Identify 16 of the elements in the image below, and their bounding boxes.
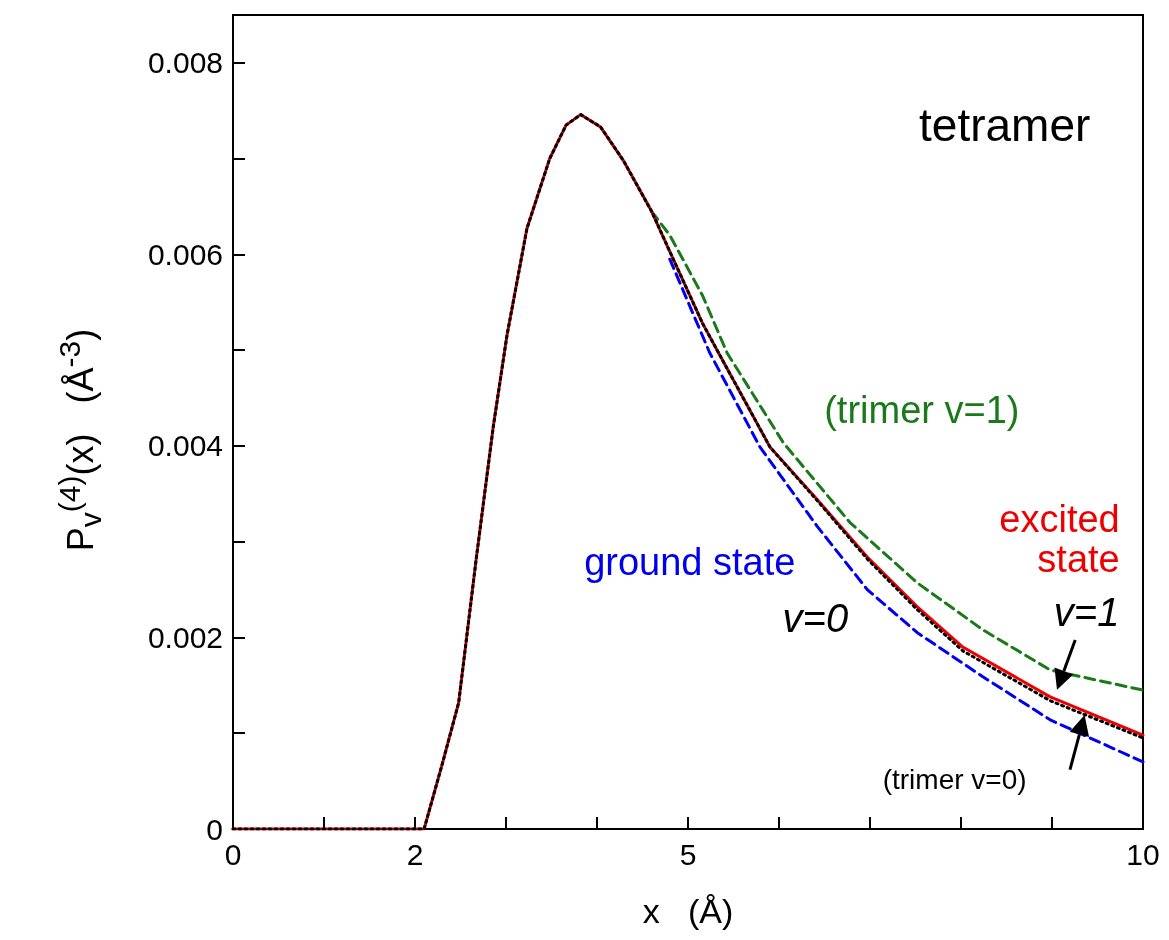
series-label: ground state xyxy=(584,540,796,583)
y-tick-label: 0.006 xyxy=(147,237,223,271)
y-tick-label: 0.002 xyxy=(147,620,223,654)
annotation: v=0 xyxy=(782,596,849,641)
x-tick-label: 2 xyxy=(406,837,424,871)
x-axis-title: x (Å) xyxy=(642,892,734,931)
series-label: (trimer v=1) xyxy=(824,389,1020,432)
series-label: excited state xyxy=(998,497,1120,580)
annotation: v=1 xyxy=(1053,589,1120,634)
text: tetramer xyxy=(919,98,1091,151)
y-tick-label: 0 xyxy=(206,812,223,846)
y-tick-label: 0.004 xyxy=(147,429,223,463)
x-tick-label: 10 xyxy=(1126,837,1160,871)
text: (trimer v=0) xyxy=(882,764,1027,796)
y-tick-label: 0.008 xyxy=(147,46,223,80)
x-tick-label: 5 xyxy=(679,837,697,871)
